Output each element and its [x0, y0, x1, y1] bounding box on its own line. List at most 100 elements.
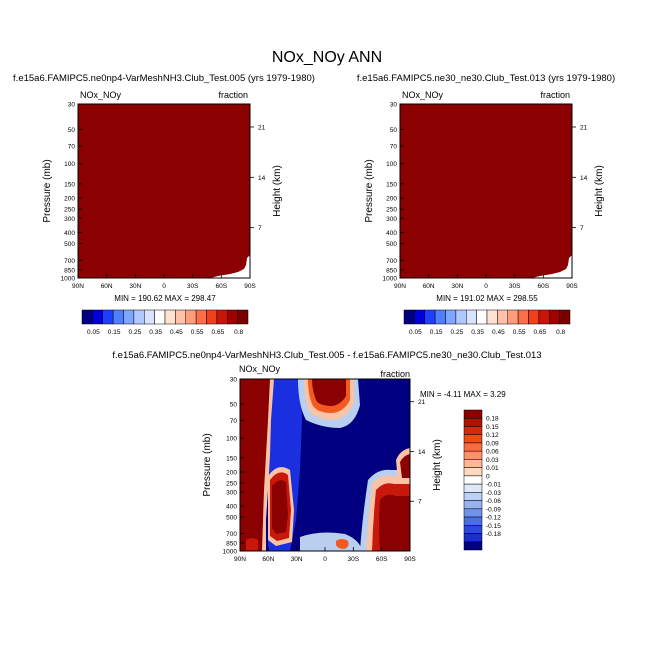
- x-tick-label: 90N: [72, 283, 84, 290]
- colorbar-swatch: [463, 508, 483, 518]
- colorbar-label: 0.55: [191, 329, 204, 336]
- x-tick-label: 30S: [187, 283, 199, 290]
- x-tick-label: 60S: [538, 283, 550, 290]
- y-tick-label: 200: [64, 196, 75, 203]
- x-tick-label: 60N: [423, 283, 435, 290]
- colorbar-label: 0.05: [409, 329, 422, 336]
- x-tick-label: 90N: [234, 556, 246, 563]
- x-tick-label: 0: [162, 283, 166, 290]
- x-tick-label: 60N: [101, 283, 113, 290]
- panel-3-variable-label: NOx_NOy: [239, 364, 281, 374]
- y-tick-label: 700: [226, 531, 237, 538]
- height-tick-label: 14: [418, 449, 426, 456]
- panel-1-y2label: Height (km): [272, 165, 283, 217]
- colorbar-swatch: [144, 309, 155, 325]
- y-tick-label: 30: [390, 102, 398, 109]
- colorbar-label: -0.03: [486, 490, 501, 497]
- y-tick-label: 500: [226, 515, 237, 522]
- colorbar-label: 0.01: [486, 465, 499, 472]
- panel-3-ylabel: Pressure (mb): [202, 433, 213, 496]
- colorbar-label: 0.05: [87, 329, 100, 336]
- panel-3-min-max: MIN = -4.11 MAX = 3.29: [420, 390, 506, 399]
- colorbar-swatch: [507, 309, 519, 325]
- colorbar-swatch: [463, 516, 483, 526]
- colorbar-swatch: [403, 309, 415, 325]
- x-tick-label: 30S: [348, 556, 360, 563]
- y-tick-label: 70: [68, 144, 76, 151]
- colorbar-label: 0.45: [492, 329, 505, 336]
- colorbar-swatch: [538, 309, 550, 325]
- colorbar-label: 0: [486, 473, 490, 480]
- colorbar-swatch: [102, 309, 114, 325]
- y-tick-label: 400: [226, 504, 237, 511]
- colorbar-swatch: [455, 309, 467, 325]
- y-tick-label: 50: [68, 127, 76, 134]
- colorbar-swatch: [463, 417, 483, 427]
- height-tick-label: 21: [418, 399, 426, 406]
- y-tick-label: 50: [230, 402, 238, 409]
- colorbar-label: 0.25: [451, 329, 464, 336]
- colorbar-swatch: [463, 525, 483, 534]
- x-tick-label: 0: [484, 283, 488, 290]
- panel-3-units-label: fraction: [380, 369, 410, 379]
- panel-1: f.e15a6.FAMIPC5.ne0np4-VarMeshNH3.Club_T…: [13, 73, 315, 336]
- panel-2-units-label: fraction: [540, 90, 570, 100]
- panel-2-ylabel: Pressure (mb): [364, 159, 375, 222]
- colorbar-swatch: [154, 309, 166, 325]
- y-tick-label: 850: [386, 267, 397, 274]
- colorbar-swatch: [185, 309, 197, 325]
- y-tick-label: 1000: [383, 276, 398, 283]
- y-tick-label: 30: [68, 102, 76, 109]
- colorbar-swatch: [206, 309, 218, 325]
- colorbar-swatch: [133, 309, 145, 325]
- y-tick-label: 1000: [223, 549, 238, 556]
- x-tick-label: 30N: [129, 283, 141, 290]
- y-tick-label: 700: [64, 258, 75, 265]
- x-tick-label: 30N: [451, 283, 463, 290]
- x-tick-label: 90N: [394, 283, 406, 290]
- colorbar-label: 0.25: [129, 329, 142, 336]
- y-tick-label: 850: [226, 541, 237, 548]
- colorbar-swatch: [414, 309, 425, 325]
- colorbar-swatch: [463, 533, 483, 543]
- colorbar-swatch: [216, 309, 228, 325]
- colorbar-swatch: [463, 483, 483, 493]
- y-tick-label: 400: [64, 230, 75, 237]
- y-tick-label: 100: [64, 161, 75, 168]
- height-tick-label: 14: [580, 175, 588, 182]
- colorbar-swatch: [476, 309, 488, 325]
- y-tick-label: 400: [386, 230, 397, 237]
- panel-2-min-max: MIN = 191.02 MAX = 298.55: [436, 294, 538, 303]
- x-tick-label: 60S: [376, 556, 388, 563]
- panel-1-ylabel: Pressure (mb): [42, 159, 53, 222]
- colorbar-label: -0.15: [486, 523, 501, 530]
- y-tick-label: 1000: [61, 276, 76, 283]
- colorbar-label: -0.09: [486, 506, 501, 513]
- x-tick-label: 90S: [566, 283, 578, 290]
- colorbar-swatch: [463, 409, 483, 419]
- height-tick-label: 7: [258, 225, 262, 232]
- y-tick-label: 850: [64, 267, 75, 274]
- panel-2-missing-region: [532, 255, 572, 278]
- colorbar-label: 0.55: [513, 329, 526, 336]
- field-blob-60n-core: [272, 480, 288, 534]
- panel-1-right-axis: 21 14 7: [250, 124, 266, 232]
- field-blob-bottom-red: [336, 539, 349, 549]
- panel-2-x-axis: 90N 60N 30N 0 30S 60S 90S: [394, 274, 578, 290]
- colorbar-label: 0.09: [486, 440, 499, 447]
- colorbar-swatch: [463, 442, 483, 452]
- panel-2-title: f.e15a6.FAMIPC5.ne30_ne30.Club_Test.013 …: [357, 73, 615, 84]
- colorbar-swatch: [463, 475, 483, 485]
- colorbar-label: -0.18: [486, 531, 501, 538]
- colorbar-swatch: [463, 434, 483, 444]
- panel-2-colorbar: 0.05 0.15 0.25 0.35 0.45 0.55 0.65 0.8: [403, 309, 571, 336]
- colorbar-label: -0.06: [486, 498, 501, 505]
- x-tick-label: 60S: [216, 283, 228, 290]
- height-tick-label: 7: [580, 225, 584, 232]
- y-tick-label: 300: [386, 216, 397, 223]
- colorbar-label: -0.12: [486, 515, 501, 522]
- panel-2-y2label: Height (km): [594, 165, 605, 217]
- colorbar-label: 0.15: [108, 329, 121, 336]
- y-tick-label: 700: [386, 258, 397, 265]
